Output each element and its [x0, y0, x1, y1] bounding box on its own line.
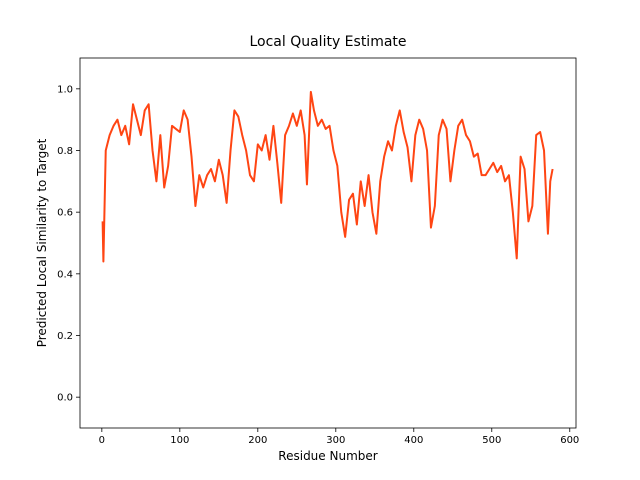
x-axis-label: Residue Number — [278, 449, 377, 463]
y-tick-label: 0.6 — [57, 208, 73, 219]
x-tick-label: 0 — [99, 435, 105, 446]
x-tick-label: 600 — [560, 435, 579, 446]
chart-title: Local Quality Estimate — [249, 34, 406, 50]
y-tick-label: 0.8 — [57, 146, 73, 157]
y-axis-label: Predicted Local Similarity to Target — [35, 138, 49, 347]
x-tick-label: 500 — [482, 435, 501, 446]
data-line — [101, 90, 554, 263]
x-tick-label: 300 — [326, 435, 345, 446]
y-tick-label: 0.2 — [57, 331, 73, 342]
x-tick-label: 100 — [170, 435, 189, 446]
y-tick-label: 0.4 — [57, 269, 73, 280]
y-tick-label: 1.0 — [57, 84, 73, 95]
x-tick-label: 200 — [248, 435, 267, 446]
x-tick-label: 400 — [404, 435, 423, 446]
plot-frame — [79, 57, 577, 429]
y-tick-label: 0.0 — [57, 393, 73, 404]
